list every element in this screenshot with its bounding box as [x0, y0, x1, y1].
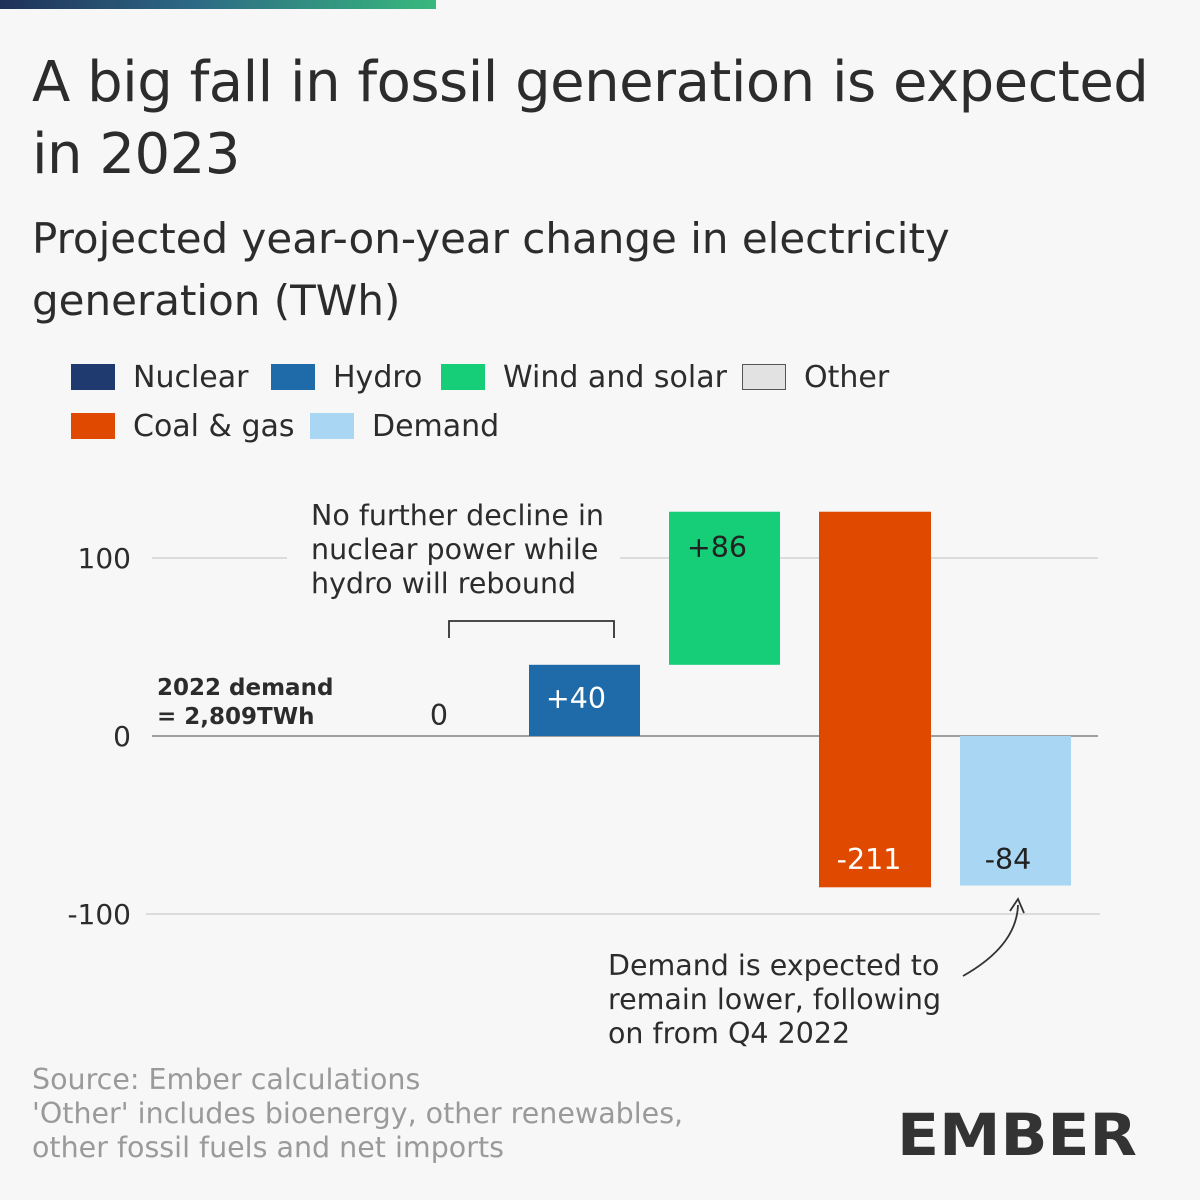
legend-label-nuclear: Nuclear: [133, 359, 249, 395]
demand-annotation: Demand is expected to remain lower, foll…: [608, 949, 941, 1051]
wind-solar-swatch-icon: [441, 364, 485, 390]
legend-label-coal-gas: Coal & gas: [133, 408, 295, 444]
y-tick-label: 100: [78, 542, 131, 575]
legend-label-wind-solar: Wind and solar: [503, 359, 727, 395]
demand-annotation-line1: Demand is expected to: [608, 949, 940, 982]
legend-item-wind-solar: Wind and solar: [441, 359, 727, 395]
legend-label-demand: Demand: [372, 408, 500, 444]
other-swatch-icon: [742, 364, 786, 390]
baseline-annotation: 2022 demand = 2,809TWh: [157, 674, 333, 732]
nuclear-hydro-annotation: No further decline in nuclear power whil…: [309, 499, 612, 601]
top-accent-bar: [0, 0, 436, 9]
legend-label-other: Other: [804, 359, 890, 395]
nuclear-hydro-annotation-line1: No further decline in: [311, 499, 604, 532]
legend-item-coal-gas: Coal & gas: [71, 408, 295, 444]
ember-logo: EMBER: [897, 1104, 1137, 1162]
bar-layer: [529, 511, 1071, 888]
demand-swatch-icon: [310, 413, 354, 439]
chart-subtitle: Projected year-on-year change in electri…: [32, 214, 950, 325]
data-label-wind-and-solar: +86: [687, 531, 747, 564]
curved-arrow-icon: [962, 904, 1019, 977]
data-label-nuclear: 0: [430, 699, 448, 732]
demand-annotation-line2: remain lower, following: [608, 983, 942, 1016]
baseline-annotation-line2: = 2,809TWh: [157, 704, 315, 730]
legend-label-hydro: Hydro: [333, 359, 423, 395]
nuclear-swatch-icon: [71, 364, 115, 390]
source-note: Source: Ember calculations 'Other' inclu…: [32, 1063, 683, 1165]
y-tick-label: -100: [67, 898, 131, 931]
source-note-line1: 'Other' includes bioenergy, other renewa…: [32, 1097, 684, 1130]
source-note-line2: other fossil fuels and net imports: [32, 1131, 504, 1164]
legend-item-other: Other: [742, 359, 890, 395]
bar-coal-gas: [819, 511, 931, 888]
page-title: A big fall in fossil generation is expec…: [32, 50, 1149, 187]
y-tick-label: 0: [113, 720, 131, 753]
bar-demand: [960, 736, 1071, 886]
bracket-icon: [448, 620, 615, 638]
nuclear-hydro-annotation-line2: nuclear power while: [311, 533, 599, 566]
data-label-demand: -84: [985, 843, 1032, 876]
legend-item-nuclear: Nuclear: [71, 359, 249, 395]
data-label-coal-gas: -211: [837, 843, 902, 876]
legend-item-hydro: Hydro: [271, 359, 423, 395]
baseline-annotation-line1: 2022 demand: [157, 675, 334, 701]
data-label-hydro: +40: [546, 682, 606, 715]
demand-annotation-line3: on from Q4 2022: [608, 1017, 851, 1050]
arrowhead-icon: [1009, 897, 1025, 914]
label-layer: -100 0 100 0 +40 +86 -211 -84: [67, 531, 1031, 931]
ember-logo-text: EMBER: [897, 1104, 1137, 1162]
coal-gas-swatch-icon: [71, 413, 115, 439]
bar-wind-and-solar: [669, 511, 780, 665]
bar-hydro: [529, 664, 640, 736]
source-text: Source: Ember calculations: [32, 1063, 421, 1096]
nuclear-hydro-annotation-line3: hydro will rebound: [311, 567, 577, 600]
legend-item-demand: Demand: [310, 408, 500, 444]
hydro-swatch-icon: [271, 364, 315, 390]
